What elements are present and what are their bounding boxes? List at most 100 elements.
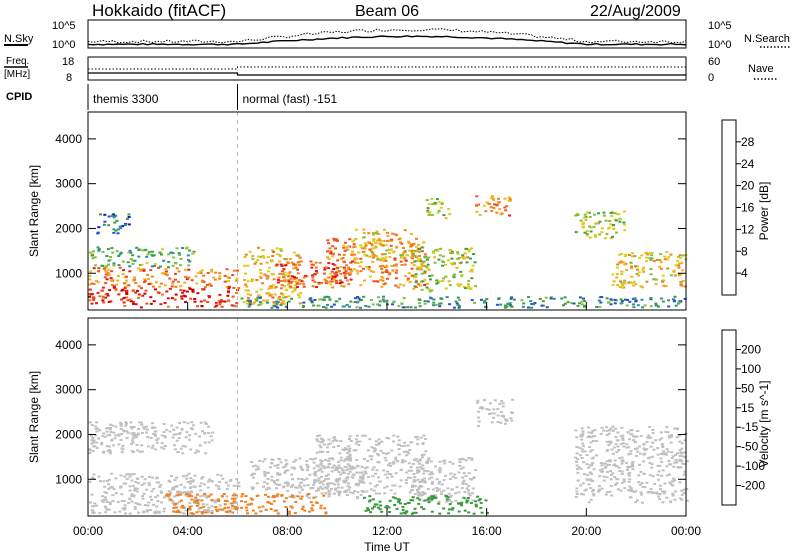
heatmap-cell <box>432 251 435 254</box>
heatmap-cell <box>426 470 430 473</box>
heatmap-cell <box>190 495 194 498</box>
heatmap-cell <box>639 452 642 455</box>
heatmap-cell <box>590 449 594 452</box>
heatmap-cell <box>189 512 193 515</box>
heatmap-cell <box>271 296 275 299</box>
heatmap-cell <box>533 302 537 304</box>
date-title: 22/Aug/2009 <box>590 3 681 20</box>
heatmap-cell <box>383 266 387 269</box>
colorbar-tick-label: 50 <box>741 381 755 395</box>
heatmap-cell <box>189 427 193 430</box>
heatmap-cell <box>510 419 514 422</box>
heatmap-cell <box>615 451 619 454</box>
heatmap-cell <box>105 492 109 495</box>
heatmap-cell <box>374 241 378 244</box>
heatmap-cell <box>178 493 182 496</box>
heatmap-cell <box>407 462 411 465</box>
heatmap-cell <box>683 297 687 300</box>
heatmap-cell <box>223 507 227 509</box>
heatmap-cell <box>278 255 282 257</box>
heatmap-cell <box>113 286 116 289</box>
heatmap-cell <box>348 464 352 467</box>
heatmap-cell <box>121 507 125 510</box>
heatmap-cell <box>389 248 393 251</box>
heatmap-cell <box>99 480 102 483</box>
heatmap-cell <box>529 300 533 303</box>
heatmap-cell <box>355 306 359 309</box>
heatmap-cell <box>616 263 620 266</box>
heatmap-cell <box>368 482 372 485</box>
colorbar-tick-label: 16 <box>741 201 755 215</box>
heatmap-cell <box>366 507 370 510</box>
heatmap-cell <box>369 299 373 301</box>
heatmap-cell <box>349 440 353 442</box>
heatmap-cell <box>668 482 672 485</box>
heatmap-cell <box>411 496 415 499</box>
heatmap-cell <box>450 252 454 255</box>
heatmap-cell <box>146 278 150 280</box>
heatmap-cell <box>105 430 109 433</box>
heatmap-cell <box>155 441 159 444</box>
heatmap-cell <box>480 511 484 514</box>
heatmap-cell <box>410 274 414 277</box>
heatmap-cell <box>654 278 658 281</box>
heatmap-cell <box>143 478 147 481</box>
heatmap-cell <box>136 449 140 452</box>
heatmap-cell <box>404 275 408 278</box>
heatmap-cell <box>394 284 398 287</box>
heatmap-cell <box>206 272 210 274</box>
heatmap-cell <box>679 283 683 286</box>
heatmap-cell <box>270 462 274 465</box>
heatmap-cell <box>617 449 621 451</box>
heatmap-cell <box>356 484 360 487</box>
heatmap-cell <box>327 438 331 441</box>
heatmap-cell <box>615 273 619 276</box>
heatmap-cell <box>286 283 290 286</box>
heatmap-cell <box>118 266 122 269</box>
heatmap-cell <box>446 496 450 499</box>
heatmap-cell <box>636 450 640 453</box>
heatmap-cell <box>131 434 135 437</box>
heatmap-cell <box>383 258 387 261</box>
heatmap-cell <box>269 508 273 510</box>
heatmap-cell <box>600 227 604 230</box>
heatmap-cell <box>158 285 161 288</box>
heatmap-cell <box>100 443 104 446</box>
heatmap-cell <box>352 246 356 249</box>
heatmap-cell <box>367 240 371 243</box>
heatmap-cell <box>638 483 642 486</box>
heatmap-cell <box>115 250 119 253</box>
heatmap-cell <box>103 276 107 279</box>
heatmap-cell <box>332 277 336 280</box>
heatmap-cell <box>107 301 111 303</box>
heatmap-cell <box>404 259 408 262</box>
heatmap-cell <box>607 432 611 435</box>
heatmap-cell <box>674 461 678 464</box>
heatmap-cell <box>141 294 145 297</box>
heatmap-cell <box>599 301 603 304</box>
heatmap-cell <box>447 512 451 515</box>
heatmap-cell <box>415 435 419 438</box>
heatmap-cell <box>440 483 444 486</box>
heatmap-cell <box>437 500 441 503</box>
heatmap-cell <box>387 437 391 440</box>
heatmap-cell <box>193 451 197 454</box>
heatmap-cell <box>416 471 420 474</box>
heatmap-cell <box>266 275 270 278</box>
heatmap-cell <box>394 277 398 280</box>
heatmap-cell <box>655 304 659 307</box>
heatmap-cell <box>352 490 356 492</box>
heatmap-cell <box>188 501 192 504</box>
heatmap-cell <box>396 498 400 501</box>
heatmap-cell <box>152 433 156 435</box>
heatmap-cell <box>588 446 592 448</box>
heatmap-cell <box>133 487 137 490</box>
heatmap-cell <box>204 452 208 455</box>
x-tick-label: 12:00 <box>372 524 402 538</box>
heatmap-cell <box>372 271 376 273</box>
heatmap-cell <box>597 212 600 215</box>
heatmap-cell <box>332 268 336 270</box>
heatmap-cell <box>427 288 431 291</box>
heatmap-cell <box>311 486 315 489</box>
heatmap-cell <box>130 479 134 482</box>
